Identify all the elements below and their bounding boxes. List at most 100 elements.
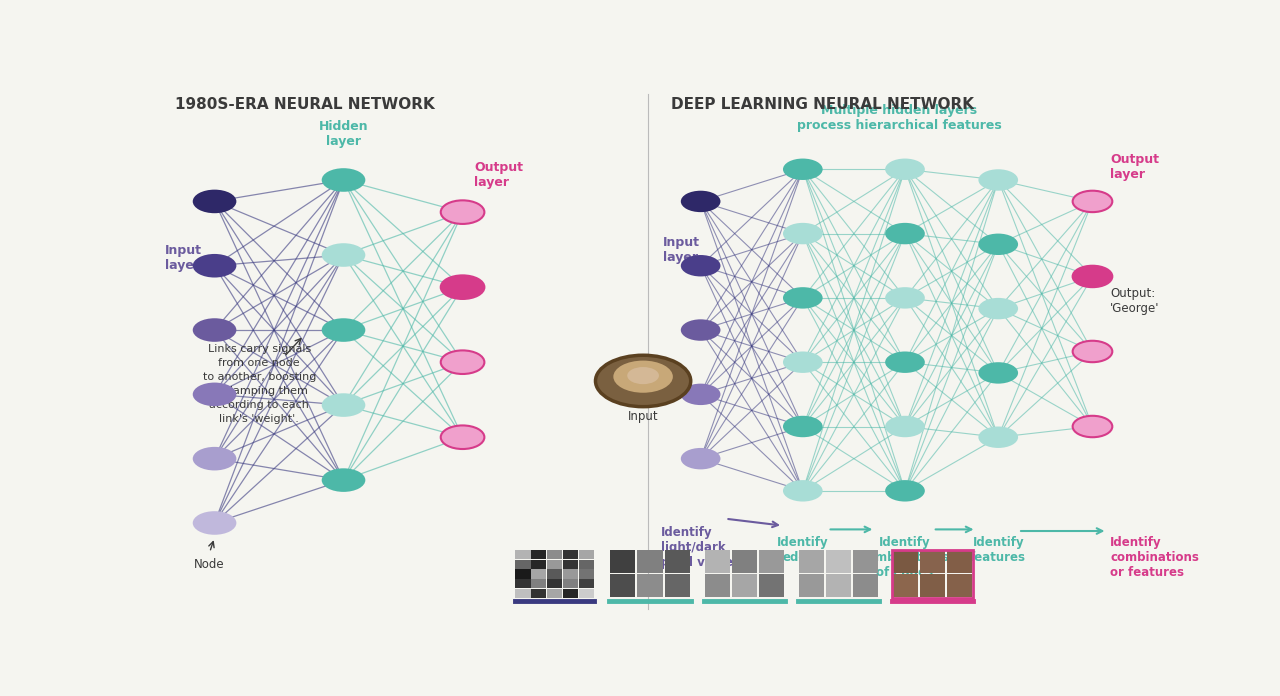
Bar	[893, 551, 918, 574]
Circle shape	[681, 191, 721, 212]
Bar	[892, 550, 973, 598]
Bar	[732, 551, 756, 574]
Circle shape	[1073, 266, 1112, 287]
Text: Input
layer: Input layer	[663, 236, 700, 264]
Circle shape	[978, 234, 1018, 255]
Bar	[664, 574, 690, 597]
Bar	[579, 569, 594, 578]
Circle shape	[978, 298, 1018, 319]
Circle shape	[321, 468, 365, 492]
Bar	[759, 574, 783, 597]
Circle shape	[681, 448, 721, 469]
Text: Node: Node	[195, 557, 225, 571]
Circle shape	[193, 189, 237, 213]
Text: Multiple hidden layers
process hierarchical features: Multiple hidden layers process hierarchi…	[796, 104, 1001, 132]
Circle shape	[886, 351, 925, 373]
Bar	[732, 574, 756, 597]
Circle shape	[193, 511, 237, 535]
Circle shape	[978, 427, 1018, 448]
Circle shape	[1073, 341, 1112, 362]
Bar	[531, 579, 547, 588]
Text: Hidden
layer: Hidden layer	[319, 120, 369, 148]
Circle shape	[613, 361, 673, 393]
Bar	[547, 579, 562, 588]
Circle shape	[440, 425, 484, 449]
Bar	[531, 550, 547, 560]
Bar	[893, 574, 918, 597]
Circle shape	[1073, 416, 1112, 437]
Circle shape	[886, 287, 925, 308]
Bar	[515, 579, 530, 588]
Circle shape	[627, 367, 659, 384]
Bar	[852, 551, 878, 574]
Text: Input: Input	[627, 411, 658, 423]
Bar	[826, 551, 851, 574]
Bar	[547, 569, 562, 578]
Bar	[920, 551, 946, 574]
Circle shape	[193, 318, 237, 342]
Circle shape	[783, 480, 823, 502]
Bar	[515, 589, 530, 598]
Bar	[852, 574, 878, 597]
Circle shape	[681, 255, 721, 276]
Text: Identify
combinations
of edges: Identify combinations of edges	[860, 537, 950, 579]
Bar	[704, 551, 730, 574]
Bar	[563, 589, 579, 598]
Bar	[799, 574, 824, 597]
Circle shape	[783, 416, 823, 437]
Bar	[579, 579, 594, 588]
Bar	[579, 560, 594, 569]
Text: 1980S-ERA NEURAL NETWORK: 1980S-ERA NEURAL NETWORK	[175, 97, 435, 112]
Bar	[664, 551, 690, 574]
Text: Identify
edges: Identify edges	[777, 537, 828, 564]
Bar	[563, 569, 579, 578]
Bar	[637, 551, 663, 574]
Bar	[515, 560, 530, 569]
Circle shape	[440, 350, 484, 374]
Text: Identify
light/dark
pixel value: Identify light/dark pixel value	[660, 525, 733, 569]
Circle shape	[440, 200, 484, 224]
Bar	[579, 550, 594, 560]
Circle shape	[783, 223, 823, 244]
Circle shape	[321, 168, 365, 192]
Circle shape	[1073, 191, 1112, 212]
Bar	[563, 560, 579, 569]
Circle shape	[681, 319, 721, 341]
Circle shape	[886, 223, 925, 244]
Circle shape	[321, 318, 365, 342]
Bar	[704, 574, 730, 597]
Bar	[611, 574, 635, 597]
Text: Identify
features: Identify features	[970, 537, 1027, 564]
Bar	[947, 551, 973, 574]
Circle shape	[321, 243, 365, 267]
Circle shape	[440, 276, 484, 299]
Circle shape	[321, 393, 365, 417]
Circle shape	[193, 383, 237, 406]
Bar	[579, 589, 594, 598]
Bar	[547, 550, 562, 560]
Text: Links carry signals
from one node
to another, boosting
or damping them
according: Links carry signals from one node to ano…	[202, 344, 316, 424]
Circle shape	[595, 355, 691, 406]
Bar	[920, 574, 946, 597]
Circle shape	[783, 159, 823, 180]
Circle shape	[978, 169, 1018, 191]
Bar	[547, 560, 562, 569]
Bar	[531, 589, 547, 598]
Text: DEEP LEARNING NEURAL NETWORK: DEEP LEARNING NEURAL NETWORK	[671, 97, 974, 112]
Text: Input
layer: Input layer	[165, 244, 202, 271]
Bar	[531, 569, 547, 578]
Circle shape	[681, 383, 721, 405]
Bar	[563, 550, 579, 560]
Text: Output
layer: Output layer	[1110, 152, 1160, 180]
Circle shape	[193, 447, 237, 470]
Text: Identify
combinations
or features: Identify combinations or features	[1110, 537, 1199, 579]
Circle shape	[886, 159, 925, 180]
Bar	[563, 579, 579, 588]
Circle shape	[978, 362, 1018, 383]
Bar	[515, 569, 530, 578]
Circle shape	[886, 480, 925, 502]
Circle shape	[783, 351, 823, 373]
Bar	[611, 551, 635, 574]
Bar	[637, 574, 663, 597]
Bar	[799, 551, 824, 574]
